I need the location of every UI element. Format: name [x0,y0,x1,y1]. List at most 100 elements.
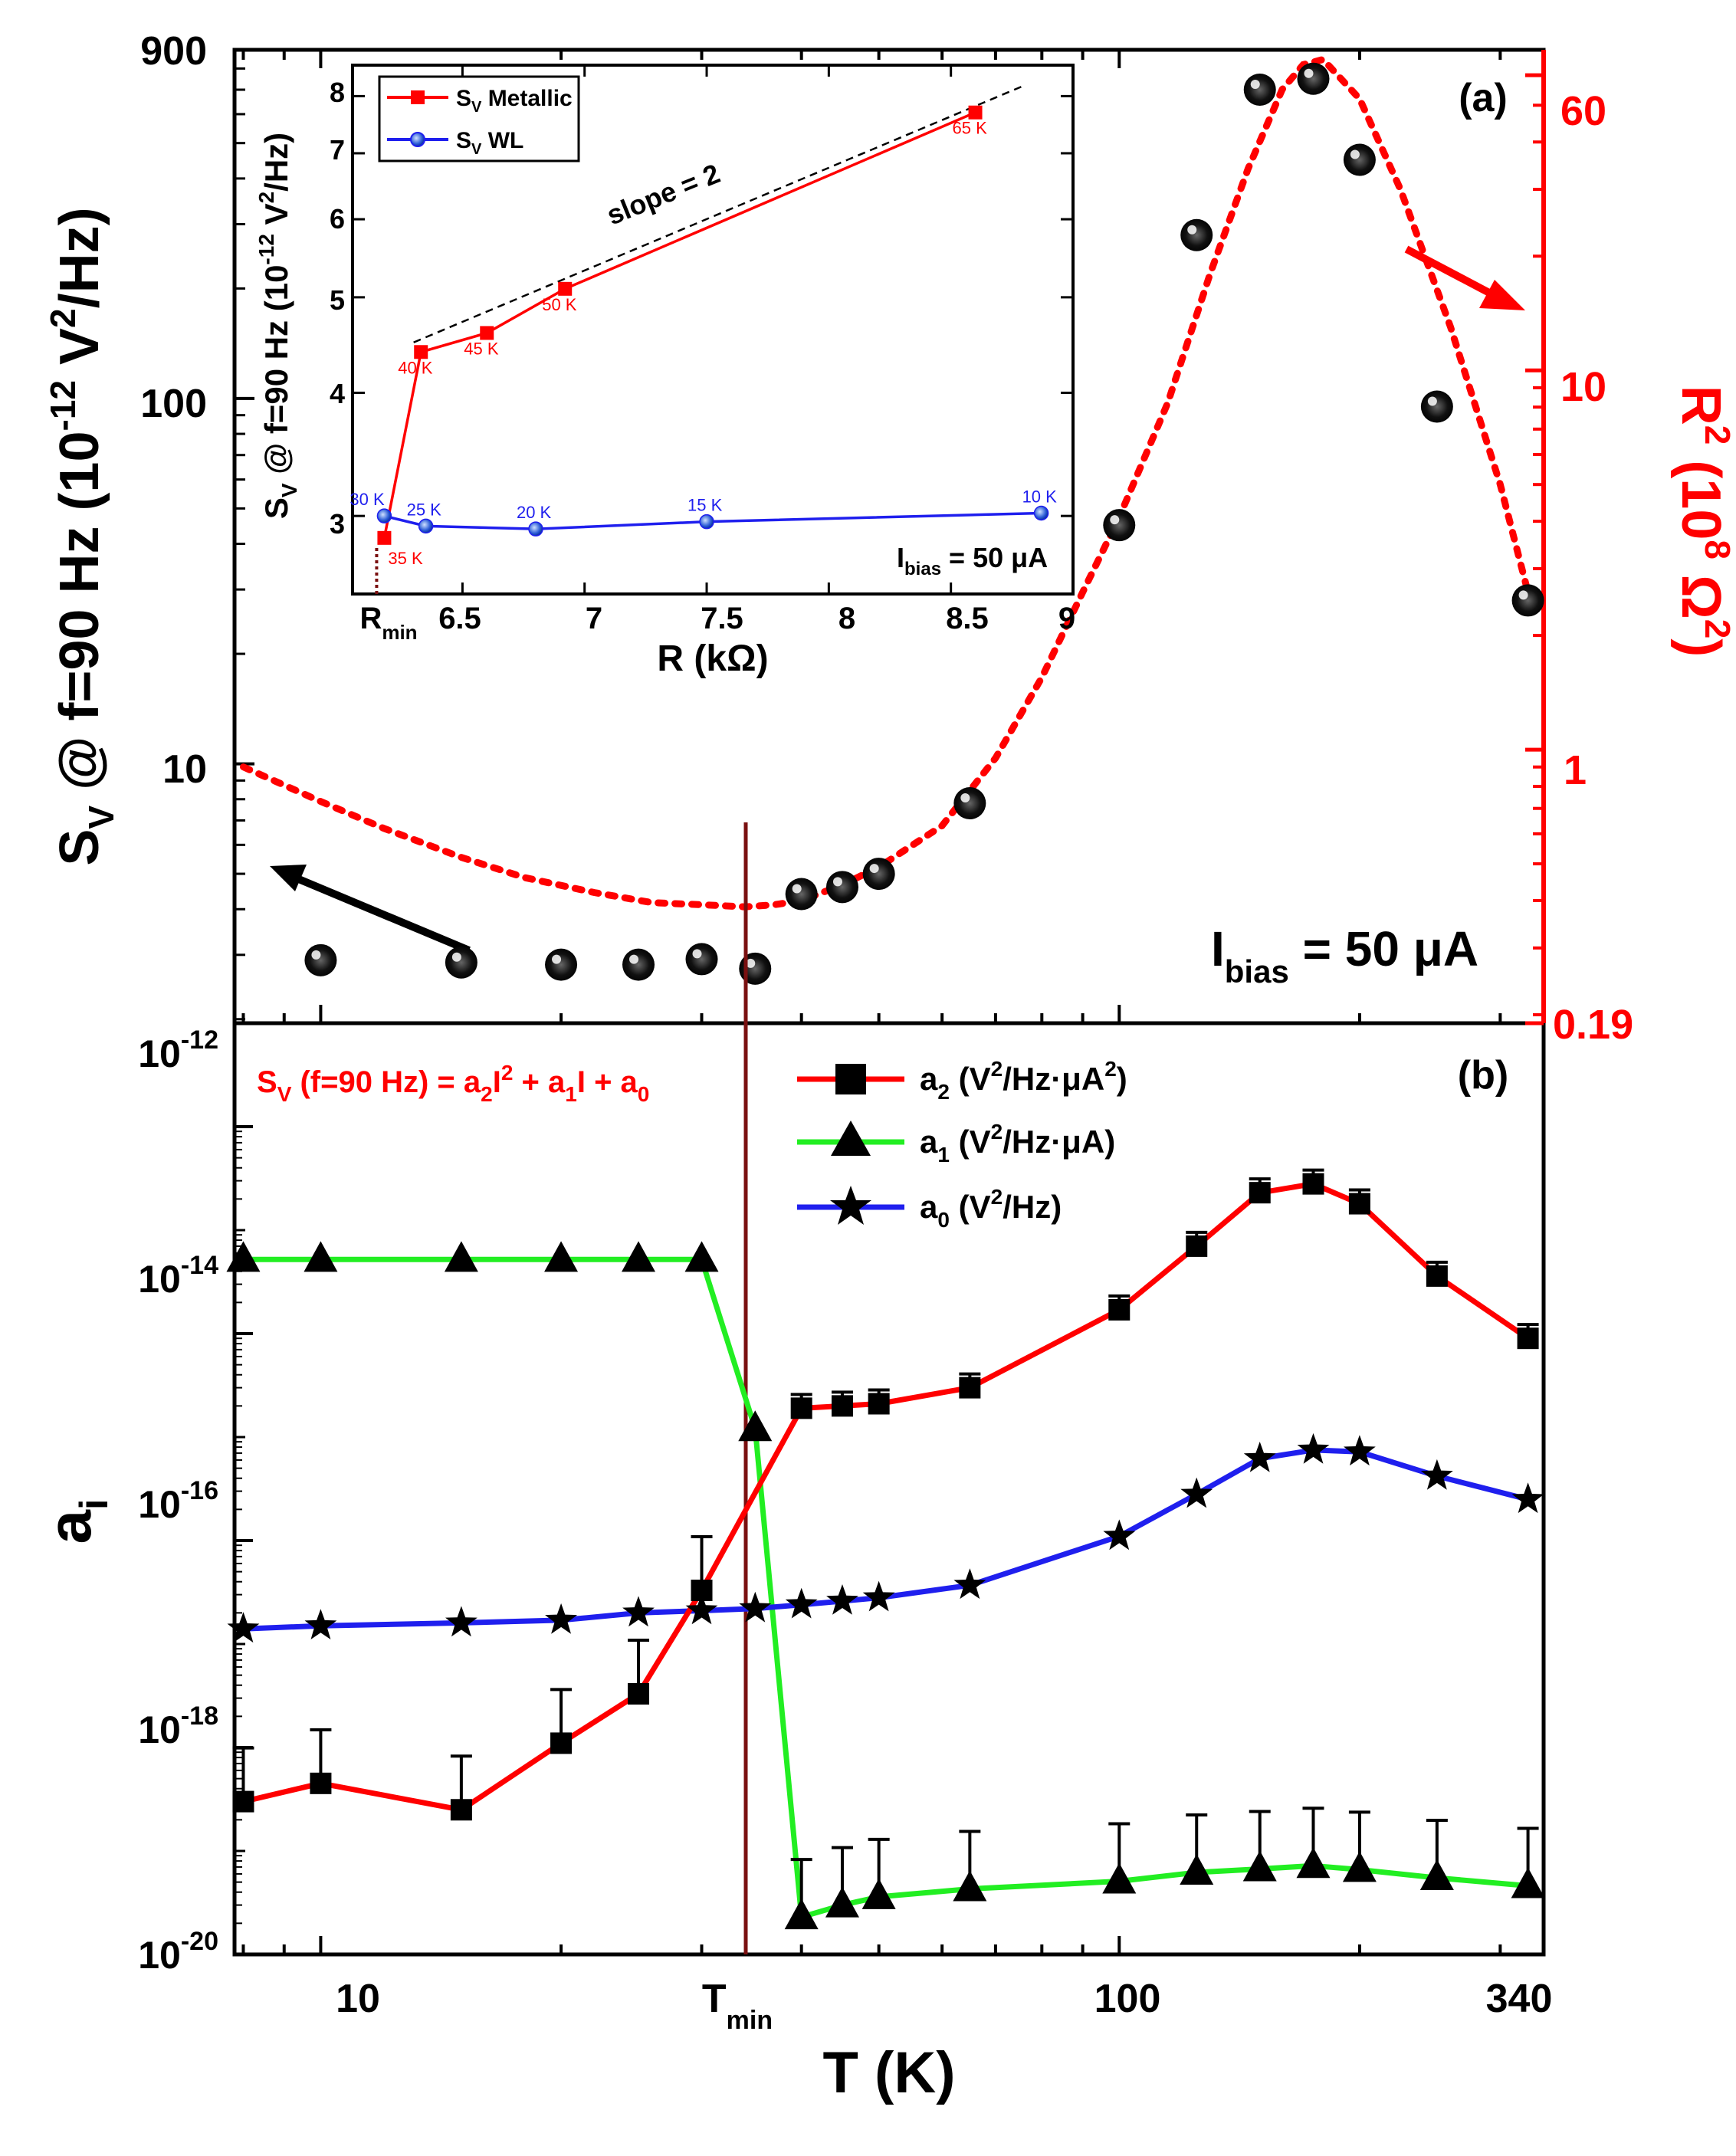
a0-point [445,1606,477,1637]
a0-point [545,1603,577,1634]
inset-xtick-6.5: 6.5 [438,602,481,635]
inset-ylabel: SV @ f=90 Hz (10-12 V2/Hz) [254,133,301,519]
a1-point [622,1241,656,1272]
a0-point [1511,1482,1544,1514]
a2-point [1186,1235,1208,1257]
a-right-tick-10: 10 [1560,364,1606,410]
a1-point [1342,1851,1377,1882]
inset-metallic-point [558,281,573,296]
sv-point-highlight [832,877,842,887]
a0-point [1103,1519,1136,1551]
sv-point-highlight [960,793,970,803]
a2-point [550,1732,573,1754]
sv-point [1103,509,1136,542]
a1-point [1102,1862,1137,1894]
panel-b-label: (b) [1458,1053,1508,1098]
sv-point-highlight [311,950,321,960]
a1-point [684,1241,719,1272]
a-right-tick-0.19: 0.19 [1553,1002,1633,1048]
sv-point-highlight [1427,396,1437,406]
a0-point [953,1568,986,1600]
inset-ytick-6: 6 [330,203,345,235]
a0-point [1180,1477,1213,1508]
b-ytick-18: 10-18 [138,1702,218,1751]
sv-point-highlight [552,954,562,964]
sv-point [1297,62,1330,95]
inset-ytick-3: 3 [330,508,345,540]
x-tick-10: 10 [336,1977,380,2021]
sv-point-highlight [629,954,639,964]
inset-legend-metallic-label: SV Metallic [456,86,573,116]
a0-point [1420,1459,1453,1490]
sv-point-highlight [1110,515,1120,525]
a0-point [1297,1432,1330,1464]
inset: 35 K 40 K 45 K 50 K 65 K 30 K 25 K 20 K 15 K 10 K… [254,64,1075,679]
inset-ytick-7: 7 [330,134,345,166]
a1-point [1180,1854,1214,1885]
a2-point [1108,1298,1131,1321]
b-ytick-16: 10-16 [138,1476,218,1526]
a0-point [304,1609,337,1639]
sv-point [1420,390,1453,423]
x-tick-100: 100 [1094,1977,1161,2021]
inset-wl-point [1033,505,1049,521]
legend-a1-marker [831,1121,871,1156]
panel-a-label: (a) [1459,76,1508,120]
inset-wl-point [528,521,543,537]
inset-legend-metallic-marker [411,90,425,104]
sv-point [1243,74,1276,107]
a-right-tick-1: 1 [1564,747,1587,793]
a1-point [1419,1859,1454,1891]
a0-point [739,1591,772,1623]
inset-wl-label: 10 K [1022,487,1058,506]
inset-wl-label: 25 K [407,500,442,519]
a0-point [1344,1435,1376,1466]
a1-point [1296,1847,1331,1879]
a0-point [622,1596,655,1627]
b-y-ticks: 10-20 10-18 10-16 10-14 10-12 [138,1025,218,1977]
b-ytick-20: 10-20 [138,1927,218,1977]
legend-a0-marker [830,1186,871,1225]
legend-a2-label: a2 (V2/Hz·μA2) [920,1057,1127,1104]
inset-metallic-point [377,530,392,545]
inset-metallic-point [968,105,983,120]
panel-b-ylabel: ai [35,1499,116,1544]
panel-b-data [226,1168,1545,1930]
a1-point [226,1241,261,1272]
a2-point [310,1772,332,1794]
panel-b-legend: a2 (V2/Hz·μA2) a1 (V2/Hz·μA) a0 (V2/Hz) [797,1057,1127,1232]
a1-point [444,1241,478,1272]
a2-point [1348,1193,1370,1215]
right-axis-arrow [1404,245,1525,310]
inset-metallic-label: 35 K [388,549,423,568]
inset-metallic-label: 40 K [398,358,433,377]
sv-point [862,858,895,891]
a1-point [1242,1850,1277,1882]
a2-point [959,1377,981,1399]
inset-wl-label: 20 K [517,503,552,522]
a2-point [1302,1173,1324,1195]
sv-point [622,948,655,981]
a0-point [826,1584,858,1615]
a2-point [691,1580,713,1602]
inset-data: 35 K 40 K 45 K 50 K 65 K 30 K 25 K 20 K 15 K 10 K [349,84,1058,594]
a2-point [1426,1265,1448,1287]
a1-point [784,1898,819,1930]
a-left-tick-900: 900 [140,29,207,74]
sv-point-highlight [451,952,461,962]
a-left-tick-100: 100 [140,382,207,426]
inset-wl-label: 30 K [349,490,385,509]
a2-point [790,1397,812,1419]
a-right-tick-60: 60 [1560,88,1606,134]
inset-bias-label: Ibias = 50 μA [897,542,1048,579]
a2-line [242,1181,1530,1813]
panel-a-right-ylabel: R2 (108 Ω2) [1670,386,1736,658]
a2-point [868,1393,890,1415]
inset-xtick-8.5: 8.5 [946,602,989,635]
sv-point-highlight [792,884,802,894]
a2-point [628,1683,650,1705]
sv-point [445,946,477,979]
axis-ticks [235,50,1544,1956]
sv-point [545,948,578,981]
